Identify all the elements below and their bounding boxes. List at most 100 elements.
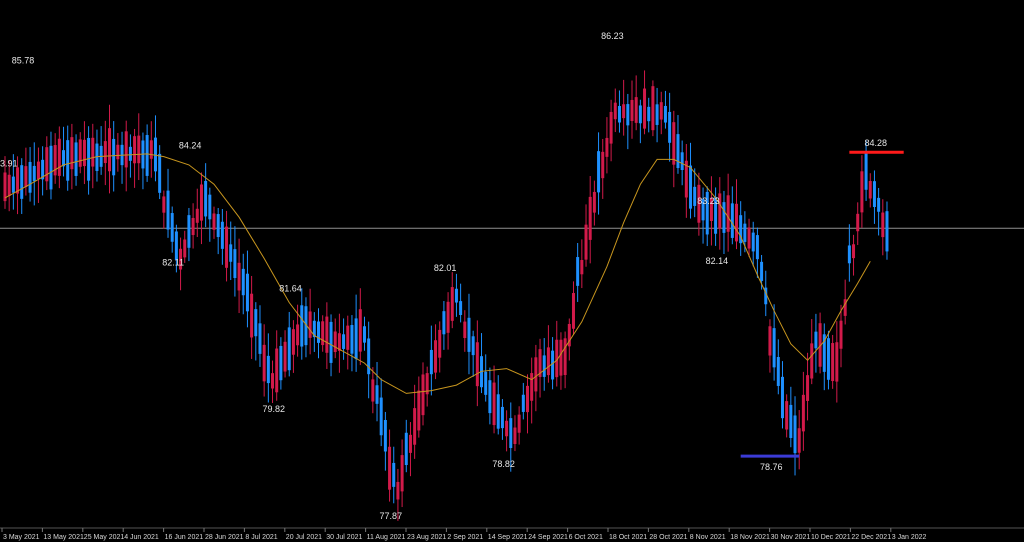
candle-body xyxy=(408,434,412,453)
candle-body xyxy=(793,415,797,454)
candle-body xyxy=(438,329,442,358)
candle-body xyxy=(475,342,479,387)
candle-body xyxy=(517,414,521,433)
candle-body xyxy=(860,171,864,213)
candle-body xyxy=(3,172,7,202)
candle-body xyxy=(563,338,567,376)
x-axis-tick-label: 24 Sep 2021 xyxy=(528,534,568,541)
candle-body xyxy=(684,160,688,198)
candle-body xyxy=(831,343,835,382)
x-axis-tick-label: 11 Aug 2021 xyxy=(367,534,406,541)
x-axis-tick-label: 3 Jan 2022 xyxy=(892,534,927,541)
candle-body xyxy=(676,134,680,169)
candle-body xyxy=(630,99,634,121)
price-label: 82.01 xyxy=(434,263,457,273)
candle-body xyxy=(463,321,467,339)
candle-body xyxy=(271,373,275,389)
candle-body xyxy=(358,309,362,352)
candle-body xyxy=(199,184,203,221)
candle-body xyxy=(57,138,61,176)
candle-body xyxy=(216,214,220,238)
candle-body xyxy=(588,196,592,240)
candle-body xyxy=(429,349,433,375)
candle-body xyxy=(413,408,417,445)
candle-body xyxy=(153,137,157,172)
candle-body xyxy=(258,323,262,354)
x-axis-tick-label: 16 Jun 2021 xyxy=(165,534,204,541)
candle-body xyxy=(124,131,128,168)
candle-body xyxy=(814,331,818,349)
candle-body xyxy=(308,311,312,338)
candle-body xyxy=(32,165,36,182)
candle-body xyxy=(580,260,584,275)
candle-body xyxy=(856,213,860,232)
candle-body xyxy=(755,235,759,260)
price-label: 84.28 xyxy=(864,138,887,148)
candle-body xyxy=(634,97,638,123)
candle-body xyxy=(133,136,137,164)
candle-body xyxy=(864,152,868,190)
candle-body xyxy=(82,139,86,167)
candle-body xyxy=(617,105,621,123)
candle-body xyxy=(768,326,772,356)
price-label: 82.11 xyxy=(162,258,184,268)
candle-body xyxy=(826,338,830,380)
candle-body xyxy=(174,231,178,261)
candle-body xyxy=(801,394,805,432)
candle-body xyxy=(609,111,613,144)
candle-body xyxy=(49,145,53,190)
candle-body xyxy=(718,193,722,229)
candle-body xyxy=(530,373,534,401)
candle-body xyxy=(459,301,463,315)
candle-body xyxy=(279,345,283,381)
candle-body xyxy=(250,293,254,338)
candle-body xyxy=(275,348,279,393)
candle-body xyxy=(760,261,764,281)
candle-body xyxy=(300,305,304,347)
candle-body xyxy=(605,137,609,157)
candle-body xyxy=(116,144,120,160)
candle-body xyxy=(843,299,847,316)
price-label: 79.82 xyxy=(263,404,286,414)
candle-body xyxy=(404,432,408,466)
candle-body xyxy=(484,371,488,395)
candle-body xyxy=(835,342,839,382)
candle-body xyxy=(291,329,295,355)
x-axis-tick-label: 25 May 2021 xyxy=(84,534,125,541)
candle-body xyxy=(208,194,212,220)
candle-body xyxy=(776,357,780,386)
candle-body xyxy=(546,347,550,376)
x-axis-tick-label: 8 Nov 2021 xyxy=(690,534,726,541)
candle-body xyxy=(446,301,450,333)
candle-body xyxy=(237,262,241,291)
candle-body xyxy=(672,122,676,165)
candle-body xyxy=(739,215,743,244)
candle-body xyxy=(421,374,425,416)
candle-body xyxy=(839,320,843,349)
x-axis-tick-label: 10 Dec 2021 xyxy=(811,534,851,541)
x-axis-tick-label: 30 Jul 2021 xyxy=(326,534,362,541)
candle-body xyxy=(241,268,245,296)
candle-body xyxy=(383,420,387,452)
price-label: 84.24 xyxy=(179,140,202,150)
candle-body xyxy=(705,191,709,235)
candle-body xyxy=(128,146,132,161)
candle-body xyxy=(643,88,647,129)
candle-body xyxy=(400,455,404,492)
candle-body xyxy=(785,401,789,430)
candle-body xyxy=(622,104,626,119)
candle-body xyxy=(471,336,475,356)
candle-body xyxy=(651,86,655,131)
candle-body xyxy=(62,150,66,167)
candle-body xyxy=(28,161,32,193)
candle-body xyxy=(638,105,642,124)
candle-body xyxy=(655,104,659,125)
candle-body xyxy=(41,159,45,180)
price-label: 77.87 xyxy=(380,511,403,521)
candle-body xyxy=(233,249,237,279)
candle-body xyxy=(789,404,793,438)
candle-body xyxy=(191,217,195,236)
candle-body xyxy=(36,161,40,180)
candle-body xyxy=(496,394,500,429)
candle-body xyxy=(388,446,392,490)
